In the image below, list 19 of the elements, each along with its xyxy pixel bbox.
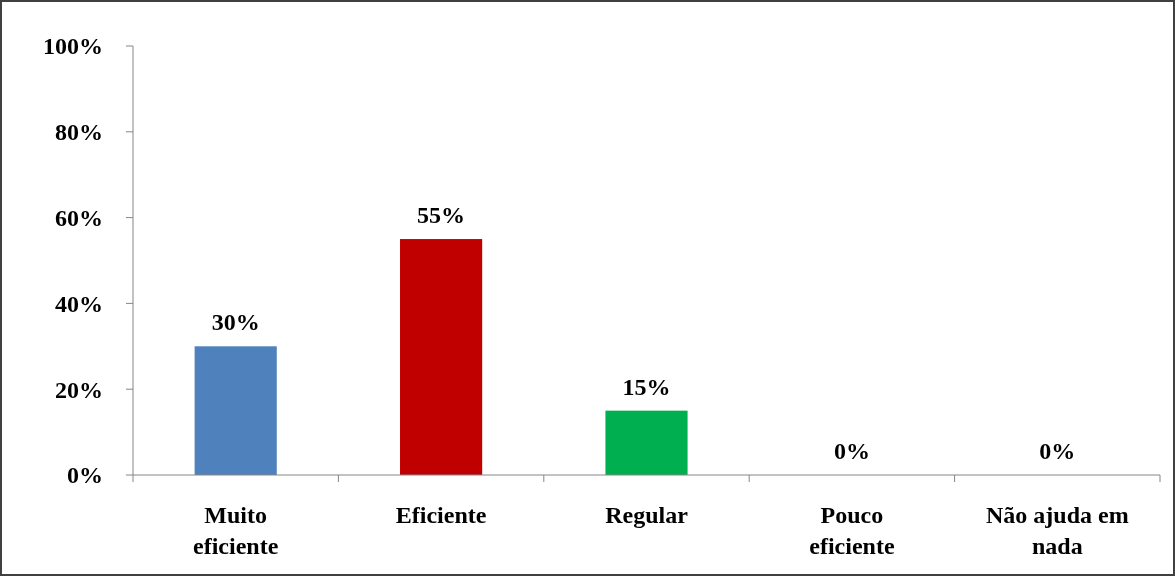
data-label: 0% xyxy=(833,438,870,464)
y-tick-label: 60% xyxy=(55,205,103,231)
data-label: 30% xyxy=(211,309,260,336)
bar xyxy=(400,239,483,475)
y-tick-label: 100% xyxy=(43,33,103,60)
y-tick-label: 40% xyxy=(55,290,103,317)
data-label: 15% xyxy=(622,373,671,400)
y-tick-label: 20% xyxy=(55,376,103,403)
x-tick-label: Eficiente xyxy=(395,502,487,528)
x-tick-label: Não ajuda em nada xyxy=(985,502,1129,559)
data-label: 55% xyxy=(417,202,466,229)
y-tick-label: 0% xyxy=(67,462,103,489)
bar xyxy=(194,346,277,475)
bar xyxy=(605,410,688,475)
x-tick-label: Regular xyxy=(605,502,689,528)
y-tick-label: 80% xyxy=(55,119,103,146)
data-label: 0% xyxy=(1039,438,1076,464)
x-tick-label: Pouco eficiente xyxy=(809,502,895,559)
x-tick-label: Muito eficiente xyxy=(193,502,279,559)
